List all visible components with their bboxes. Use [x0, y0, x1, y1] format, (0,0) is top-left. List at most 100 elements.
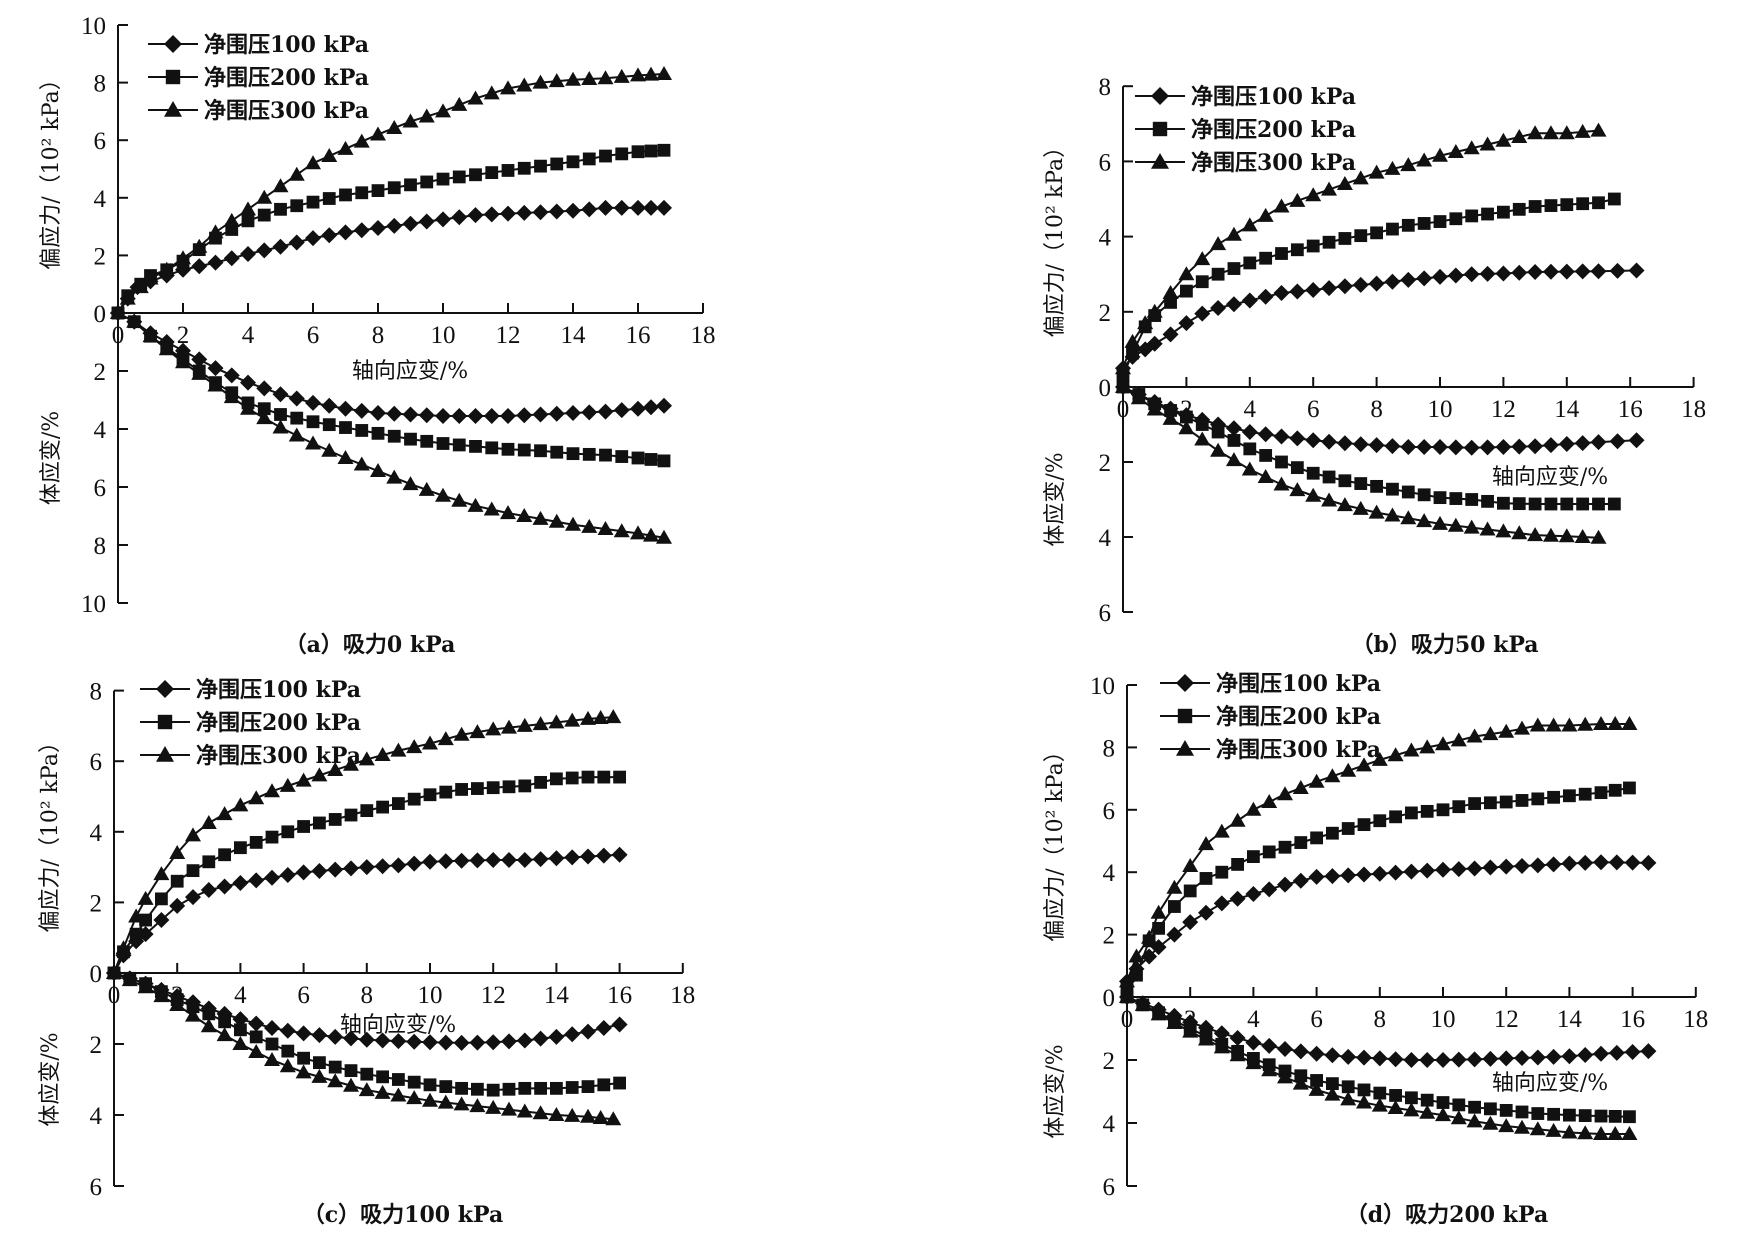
volumetric-point [1195, 418, 1209, 431]
volumetric-point [1531, 1107, 1545, 1120]
volumetric-point [1134, 996, 1151, 1011]
volumetric-point [1340, 1091, 1357, 1106]
deviator-point [1354, 229, 1368, 243]
volumetric-point [337, 400, 354, 417]
volumetric-point [264, 1020, 280, 1037]
deviator-point [656, 65, 672, 80]
deviator-point [1403, 863, 1420, 880]
deviator-point [580, 710, 596, 725]
panel-caption: （b）吸力50 kPa [1351, 632, 1538, 658]
deviator-point [119, 290, 136, 305]
volumetric-point [1432, 515, 1448, 530]
volumetric-point [1482, 1115, 1499, 1130]
y-bottom-tick-label: 2 [90, 1032, 103, 1059]
y-bottom-tick-label: 2 [1099, 450, 1112, 477]
volumetric-point [597, 1078, 611, 1092]
deviator-point [1389, 810, 1402, 824]
volumetric-point [1225, 452, 1242, 467]
volumetric-point [532, 1030, 549, 1047]
deviator-point [128, 908, 145, 923]
deviator-point [1166, 926, 1183, 943]
deviator-point [169, 844, 186, 859]
volumetric-point [376, 1070, 389, 1084]
deviator-point [1231, 858, 1244, 871]
series-square [111, 143, 671, 468]
x-tick-label: 10 [1428, 396, 1453, 423]
deviator-point [1352, 276, 1369, 293]
volumetric-point [1484, 1102, 1497, 1116]
volumetric-point [1528, 497, 1542, 511]
deviator-point [422, 735, 438, 750]
deviator-point [1289, 192, 1306, 207]
x-tick-label: 0 [1117, 396, 1130, 423]
deviator-point [1574, 123, 1591, 138]
volumetric-point [202, 1007, 216, 1021]
x-tick-label: 2 [177, 322, 190, 349]
volumetric-point [1403, 1102, 1420, 1117]
legend-label: 净围压200 kPa [204, 65, 369, 91]
x-tick-label: 14 [1554, 396, 1580, 423]
volumetric-point [240, 374, 256, 391]
volumetric-point [615, 450, 629, 463]
x-tick-label: 14 [544, 982, 570, 1009]
deviator-point [453, 726, 470, 741]
volumetric-point [1465, 493, 1479, 506]
y-top-tick-label: 4 [1099, 225, 1112, 252]
deviator-point [1115, 360, 1131, 375]
deviator-point [311, 862, 328, 879]
x-tick-label: 18 [1681, 396, 1706, 423]
volumetric-point [1594, 1109, 1608, 1123]
legend-item: 净围压300 kPa [140, 743, 361, 769]
volumetric-point [390, 1033, 407, 1050]
volumetric-point [1452, 1098, 1466, 1112]
legend-marker-triangle [156, 746, 174, 762]
volumetric-point [643, 399, 659, 416]
deviator-point [1245, 801, 1262, 816]
deviator-point [216, 878, 233, 895]
volumetric-point [142, 328, 159, 343]
volumetric-point [483, 501, 500, 516]
volumetric-point [471, 1082, 484, 1096]
volumetric-point [248, 1015, 265, 1032]
deviator-point [185, 827, 201, 842]
deviator-point [1290, 243, 1304, 257]
volumetric-point [207, 377, 224, 392]
volumetric-point [1373, 1086, 1387, 1100]
deviator-point [1183, 884, 1197, 898]
volumetric-point [295, 1064, 312, 1079]
deviator-point [240, 245, 256, 262]
volumetric-point [1593, 1045, 1609, 1062]
deviator-point [1257, 288, 1274, 305]
volumetric-point [321, 442, 338, 457]
deviator-point [1338, 232, 1352, 245]
deviator-point [305, 230, 321, 247]
legend-marker-diamond [164, 35, 182, 53]
deviator-point [453, 852, 470, 869]
deviator-point [175, 250, 191, 265]
legend-item: 净围压300 kPa [1160, 737, 1381, 763]
deviator-point [1387, 747, 1404, 762]
deviator-point [1194, 251, 1211, 266]
volumetric-point [422, 1034, 438, 1051]
volumetric-point [1310, 1074, 1323, 1087]
deviator-point [321, 227, 338, 244]
volumetric-point [1590, 434, 1607, 451]
deviator-point [1449, 212, 1463, 226]
volumetric-point [1545, 1048, 1562, 1065]
deviator-point [564, 849, 581, 866]
panel-caption: （d）吸力200 kPa [1346, 1202, 1548, 1228]
deviator-point [376, 800, 389, 814]
deviator-point [392, 797, 405, 810]
deviator-point [343, 756, 359, 771]
deviator-point [418, 108, 435, 123]
volumetric-point [343, 1030, 359, 1047]
volumetric-point [436, 437, 450, 450]
volumetric-point [1322, 470, 1336, 484]
volumetric-point [1119, 989, 1135, 1003]
deviator-point [592, 709, 609, 724]
deviator-point [1195, 275, 1209, 289]
deviator-point [1561, 855, 1578, 872]
deviator-point [599, 149, 612, 163]
volumetric-point [467, 407, 484, 424]
deviator-point [1247, 850, 1260, 863]
